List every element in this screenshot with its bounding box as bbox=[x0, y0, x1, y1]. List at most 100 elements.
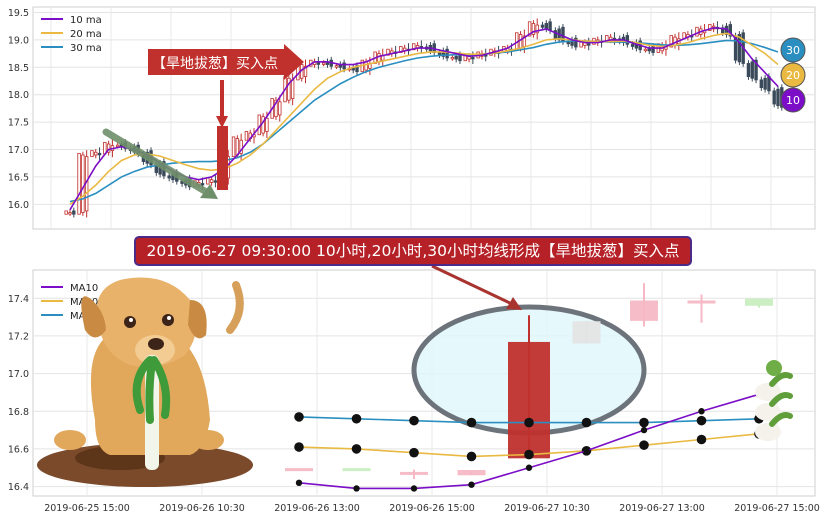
top-candle-body bbox=[728, 24, 733, 37]
bottom-point-ma30 bbox=[696, 415, 707, 426]
top-candle-body bbox=[574, 37, 578, 48]
bottom-point-ma20 bbox=[294, 442, 304, 452]
top-candle-body bbox=[531, 23, 536, 35]
top-candle-body bbox=[64, 210, 68, 215]
badge-30 bbox=[780, 37, 806, 63]
bottom-y-ticks: 16.4 16.6 16.8 17.0 17.2 17.4 bbox=[8, 294, 29, 493]
top-candle-body bbox=[213, 180, 218, 183]
top-candle-body bbox=[754, 59, 758, 81]
top-candle-body bbox=[90, 150, 94, 158]
bottom-point-ma20 bbox=[696, 434, 707, 445]
top-candle-body bbox=[97, 152, 102, 156]
callout-label: 【旱地拔葱】买入点 bbox=[148, 44, 304, 80]
bottom-x-tick-label: 2019-06-27 10:30 bbox=[504, 503, 590, 514]
bottom-candle-body bbox=[457, 470, 486, 476]
top-grid bbox=[33, 7, 815, 229]
top-candle-body bbox=[206, 177, 210, 185]
top-candle-body bbox=[708, 24, 712, 31]
top-candle-body bbox=[737, 34, 742, 63]
banner-text: 2019-06-27 09:30:00 10小时,20小时,30小时均线形成【旱… bbox=[146, 242, 680, 260]
top-candle-body bbox=[342, 62, 346, 70]
top-chart: 16.0 16.5 17.0 17.5 18.0 18.5 19.0 19.5 10 ma 2… bbox=[8, 6, 816, 230]
top-candle-body bbox=[669, 35, 673, 48]
bottom-point-ma20 bbox=[466, 451, 477, 462]
bottom-candle-body bbox=[630, 300, 658, 321]
top-y-tick-label: 16.0 bbox=[8, 200, 29, 211]
top-candle-body bbox=[94, 151, 98, 156]
bottom-point-ma30 bbox=[524, 417, 534, 428]
top-candle-body bbox=[235, 138, 240, 156]
bottom-point-ma10 bbox=[640, 426, 648, 434]
top-candle-body bbox=[200, 183, 205, 186]
top-candle-body bbox=[377, 53, 381, 63]
top-candle-body bbox=[673, 36, 677, 46]
top-candle-body bbox=[386, 48, 390, 56]
callout-text: 【旱地拔葱】买入点 bbox=[152, 56, 278, 72]
top-candle-body bbox=[763, 77, 767, 90]
bottom-point-ma20 bbox=[351, 444, 362, 454]
legend-top-ma10: 10 ma bbox=[70, 15, 102, 26]
bottom-candles bbox=[285, 283, 773, 480]
downtrend-arrow bbox=[102, 128, 218, 199]
top-candle-body bbox=[106, 143, 111, 153]
bottom-point-ma10 bbox=[525, 464, 533, 471]
bottom-candle-body bbox=[285, 468, 313, 472]
top-candle-body bbox=[454, 55, 458, 60]
badge-20-label: 20 bbox=[786, 69, 800, 82]
top-y-tick-label: 16.5 bbox=[8, 172, 29, 183]
top-candle-body bbox=[261, 116, 265, 134]
bottom-ma-lines bbox=[294, 391, 764, 492]
top-candle-body bbox=[231, 136, 236, 158]
top-y-tick-label: 17.5 bbox=[8, 118, 29, 129]
top-candle-body bbox=[209, 179, 214, 183]
top-y-tick-label: 17.0 bbox=[8, 145, 29, 156]
bottom-x-tick-label: 2019-06-26 10:30 bbox=[159, 503, 245, 514]
top-candle-body bbox=[244, 131, 249, 141]
bottom-chart: 16.4 16.6 16.8 17.0 17.2 17.4 2019-06-25 15:0… bbox=[8, 264, 820, 514]
bottom-point-ma30 bbox=[581, 417, 592, 428]
bottom-candle-body bbox=[342, 468, 371, 472]
top-candle-body bbox=[334, 65, 339, 68]
top-legend: 10 ma 20 ma 30 ma bbox=[41, 15, 102, 54]
bottom-point-ma20 bbox=[409, 447, 419, 458]
bottom-point-ma10 bbox=[353, 485, 360, 492]
top-candle-body bbox=[544, 23, 548, 30]
bottom-candle-body bbox=[745, 298, 773, 306]
bottom-point-ma30 bbox=[351, 413, 362, 424]
top-line-ma30 bbox=[69, 39, 779, 203]
top-candle-body bbox=[81, 154, 85, 213]
bottom-point-ma30 bbox=[409, 415, 419, 426]
bottom-x-tick-label: 2019-06-26 13:00 bbox=[274, 503, 360, 514]
top-candle-body bbox=[548, 21, 552, 31]
top-candle-body bbox=[115, 144, 120, 148]
bottom-point-ma30 bbox=[466, 417, 477, 428]
top-candle-body bbox=[412, 43, 416, 51]
top-candle-body bbox=[458, 54, 462, 62]
top-candle-body bbox=[625, 35, 630, 45]
bottom-point-ma10 bbox=[295, 479, 303, 487]
legend-bottom-ma10: MA10 bbox=[70, 283, 98, 294]
top-candle-body bbox=[278, 101, 282, 116]
bottom-point-ma30 bbox=[294, 412, 304, 422]
banner-arrow bbox=[431, 264, 522, 310]
badge-10-label: 10 bbox=[786, 94, 800, 107]
badge-10 bbox=[780, 87, 806, 113]
top-candle-body bbox=[553, 30, 558, 39]
bottom-y-tick-label: 17.4 bbox=[8, 294, 29, 305]
top-candle-body bbox=[290, 79, 295, 99]
top-candle-body bbox=[776, 88, 780, 107]
top-candle-body bbox=[772, 90, 776, 105]
top-candle-body bbox=[274, 99, 278, 118]
top-y-ticks: 16.0 16.5 17.0 17.5 18.0 18.5 19.0 19.5 bbox=[8, 8, 29, 211]
bottom-point-ma30 bbox=[639, 417, 649, 428]
bottom-x-tick-label: 2019-06-27 15:00 bbox=[734, 503, 820, 514]
badge-20 bbox=[780, 62, 806, 88]
top-candle-body bbox=[287, 77, 291, 101]
bottom-candle-body bbox=[687, 300, 716, 304]
bottom-y-tick-label: 16.4 bbox=[8, 482, 29, 493]
badge-30-label: 30 bbox=[786, 44, 800, 57]
top-candle-body bbox=[643, 48, 648, 52]
top-candle-body bbox=[303, 65, 308, 78]
top-candle-body bbox=[265, 117, 269, 132]
bottom-point-ma10 bbox=[468, 481, 475, 488]
